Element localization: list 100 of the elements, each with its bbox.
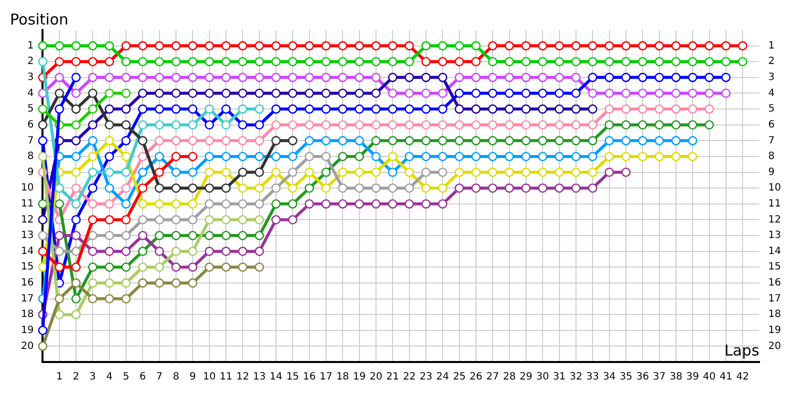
x-tick-label: 28 — [502, 372, 516, 383]
point — [121, 120, 131, 130]
point — [338, 168, 348, 177]
point — [154, 120, 164, 130]
x-tick-label: 29 — [520, 372, 532, 383]
point — [154, 136, 164, 146]
point — [154, 104, 164, 114]
point — [371, 168, 381, 177]
x-tick-label: 25 — [452, 372, 466, 383]
y-tick-label: 8 — [27, 151, 34, 162]
point — [471, 41, 481, 50]
point — [738, 56, 748, 66]
point — [571, 120, 581, 130]
x-tick-label: 16 — [302, 372, 316, 383]
x-tick-label: 6 — [140, 372, 146, 383]
point — [271, 88, 281, 98]
point — [471, 136, 481, 146]
point — [321, 152, 331, 162]
point — [404, 72, 414, 82]
point — [438, 136, 448, 146]
point — [671, 72, 681, 82]
point — [338, 199, 348, 209]
point — [404, 41, 414, 50]
point — [604, 72, 614, 82]
point — [354, 72, 364, 82]
point — [71, 56, 81, 66]
point — [188, 72, 198, 82]
point — [554, 136, 564, 146]
y2-tick-label: 4 — [768, 88, 775, 99]
point — [404, 104, 414, 114]
point — [421, 183, 431, 193]
point — [504, 104, 514, 114]
point — [204, 136, 214, 146]
point — [321, 199, 331, 209]
point — [238, 168, 248, 177]
point — [71, 262, 81, 272]
point — [521, 183, 531, 193]
point — [621, 152, 631, 162]
point — [154, 246, 164, 256]
point — [304, 168, 314, 177]
point — [688, 120, 698, 130]
point — [321, 183, 331, 193]
point — [271, 168, 281, 177]
point — [571, 41, 581, 50]
point — [321, 41, 331, 50]
point — [621, 120, 631, 130]
y-tick-label: 14 — [20, 246, 34, 257]
point — [354, 136, 364, 146]
y2-tick-label: 16 — [768, 278, 782, 289]
point — [104, 120, 114, 130]
point — [271, 183, 281, 193]
point — [388, 199, 398, 209]
point — [188, 183, 198, 193]
point — [454, 56, 464, 66]
point — [121, 136, 131, 146]
point — [471, 183, 481, 193]
point — [304, 56, 314, 66]
point — [88, 294, 98, 304]
point — [154, 88, 164, 98]
point — [354, 56, 364, 66]
point — [121, 199, 131, 209]
point — [38, 56, 48, 66]
point — [288, 88, 298, 98]
point — [88, 199, 98, 209]
point — [121, 230, 131, 240]
point — [338, 72, 348, 82]
point — [188, 199, 198, 209]
point — [538, 56, 548, 66]
point — [421, 41, 431, 50]
point — [38, 326, 48, 336]
point — [121, 246, 131, 256]
point — [104, 136, 114, 146]
point — [454, 136, 464, 146]
point — [221, 56, 231, 66]
x-tick-label: 38 — [670, 372, 682, 383]
point — [54, 72, 64, 82]
point — [588, 104, 598, 114]
point — [154, 56, 164, 66]
x-tick-label: 42 — [736, 372, 749, 383]
point — [504, 88, 514, 98]
point — [571, 168, 581, 177]
point — [71, 152, 81, 162]
point — [588, 56, 598, 66]
x-tick-label: 31 — [552, 372, 566, 383]
point — [38, 152, 48, 162]
point — [238, 183, 248, 193]
point — [304, 120, 314, 130]
point — [271, 215, 281, 224]
point — [588, 41, 598, 50]
point — [154, 183, 164, 193]
point — [371, 120, 381, 130]
point — [354, 88, 364, 98]
y2-tick-label: 5 — [768, 104, 775, 115]
point — [604, 136, 614, 146]
point — [704, 88, 714, 98]
point — [704, 104, 714, 114]
y2-tick-label: 18 — [768, 309, 782, 320]
point — [38, 230, 48, 240]
point — [88, 41, 98, 50]
x-tick-label: 30 — [536, 372, 550, 383]
